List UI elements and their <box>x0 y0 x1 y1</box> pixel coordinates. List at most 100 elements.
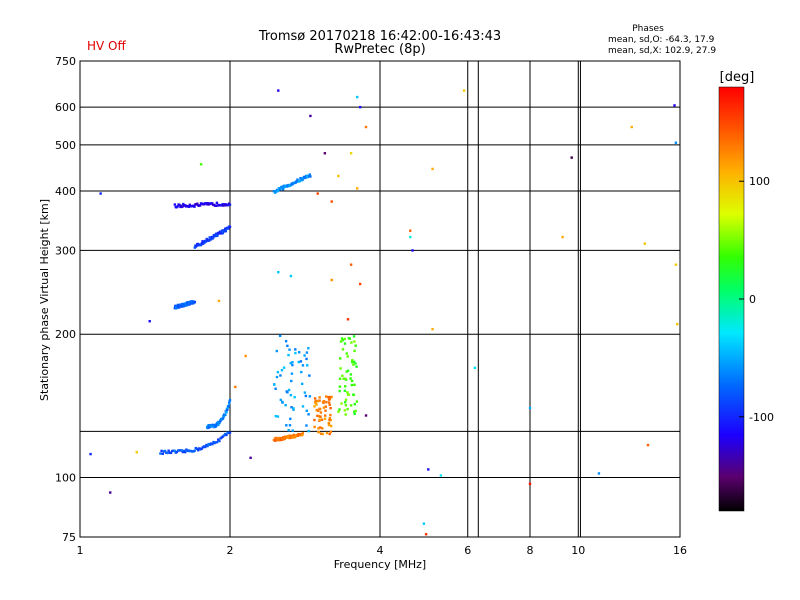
series-point <box>351 359 354 362</box>
series-point <box>222 415 226 418</box>
series-point <box>315 403 318 406</box>
series-point <box>276 370 280 374</box>
series-point <box>323 417 327 420</box>
series-point <box>286 344 289 348</box>
scatter-point <box>473 366 477 370</box>
series-point <box>188 303 191 306</box>
series-point <box>281 401 284 404</box>
series-point <box>173 203 177 206</box>
series-point <box>353 383 356 387</box>
series-point <box>193 205 196 208</box>
colorbar-tick-label: 100 <box>749 175 770 188</box>
series-point <box>280 368 284 372</box>
scatter-point <box>349 152 353 155</box>
series-point <box>301 432 305 435</box>
scatter-point <box>646 443 650 447</box>
series-point <box>228 225 232 229</box>
series-point <box>224 229 228 233</box>
series-point <box>290 406 293 409</box>
scatter-point <box>427 468 430 471</box>
scatter-point <box>234 385 237 389</box>
series-point <box>303 354 306 357</box>
series-point <box>226 203 230 207</box>
series-point <box>188 203 191 207</box>
series-point <box>300 370 303 374</box>
series-point <box>193 449 196 452</box>
x-tick-labels: 1 2 4 6 8 10 16 <box>77 544 688 557</box>
series-point <box>218 232 221 235</box>
series-point <box>343 389 347 393</box>
series-point <box>313 405 316 408</box>
series-point <box>200 447 203 450</box>
series-point <box>221 203 224 206</box>
series-point <box>222 434 226 437</box>
scatter-point <box>673 104 676 107</box>
series-point <box>340 402 343 405</box>
series-point <box>315 408 318 412</box>
series-point <box>321 400 325 404</box>
series-point <box>279 374 282 377</box>
series-point <box>207 239 211 242</box>
series-point <box>324 405 328 408</box>
series-point <box>338 377 342 380</box>
scatter-point <box>277 271 280 274</box>
series-point <box>318 426 322 429</box>
scatter-point <box>217 299 221 303</box>
scatter-point <box>439 474 443 477</box>
colorbar: [deg] 100 0 -100 <box>718 70 774 512</box>
scatter-point <box>148 320 151 323</box>
scatter-point <box>358 282 362 286</box>
scatter-point <box>99 192 102 195</box>
series-point <box>227 227 230 230</box>
series-point <box>339 367 342 370</box>
series-point <box>284 339 288 343</box>
y-tick-labels: 75 100 200 300 400 500 600 750 <box>55 55 76 544</box>
series-point <box>279 398 283 402</box>
scatter-point <box>409 229 412 232</box>
series-point <box>204 445 207 449</box>
series-point <box>198 204 202 207</box>
series-point <box>214 204 218 207</box>
series-point <box>275 375 279 379</box>
scatter-point <box>630 125 633 129</box>
scatter-point <box>135 451 138 454</box>
scatter-point <box>109 491 112 494</box>
series-point <box>178 203 181 207</box>
series-point <box>313 418 316 422</box>
series-point <box>353 410 356 413</box>
x-tick-label: 1 <box>77 544 84 557</box>
series-point <box>353 349 356 353</box>
scatter-point <box>364 414 368 417</box>
scatter-point <box>674 263 678 266</box>
series-point <box>315 399 318 403</box>
scatter-point <box>249 456 252 460</box>
series-point <box>344 401 347 404</box>
series-point <box>317 430 320 434</box>
colorbar-label: [deg] <box>720 70 755 85</box>
scatter-point <box>289 274 293 278</box>
series-point <box>275 190 278 193</box>
series-point <box>328 417 332 420</box>
phases-title: Phases <box>632 24 664 34</box>
scatter-point <box>597 472 601 475</box>
series-point <box>275 436 278 440</box>
series-point <box>338 408 341 411</box>
series-point <box>287 388 291 392</box>
colorbar-tick-label: 0 <box>749 293 756 306</box>
series-point <box>341 338 345 342</box>
series-point <box>185 448 188 451</box>
series-point <box>183 450 187 454</box>
scatter-point <box>561 235 564 239</box>
series-point <box>316 399 320 403</box>
series-point <box>329 413 332 417</box>
series-point <box>293 395 296 399</box>
y-axis-label: Stationary phase Virtual Height [km] <box>38 199 51 401</box>
series-point <box>301 177 305 181</box>
series-point <box>341 374 344 377</box>
series-point <box>318 396 321 399</box>
series-point <box>313 397 317 400</box>
plot-area: 1 2 4 6 8 10 16 75 100 200 300 400 500 600 750 <box>55 55 687 557</box>
scatter-point <box>277 89 280 92</box>
scatter-point <box>316 192 319 195</box>
